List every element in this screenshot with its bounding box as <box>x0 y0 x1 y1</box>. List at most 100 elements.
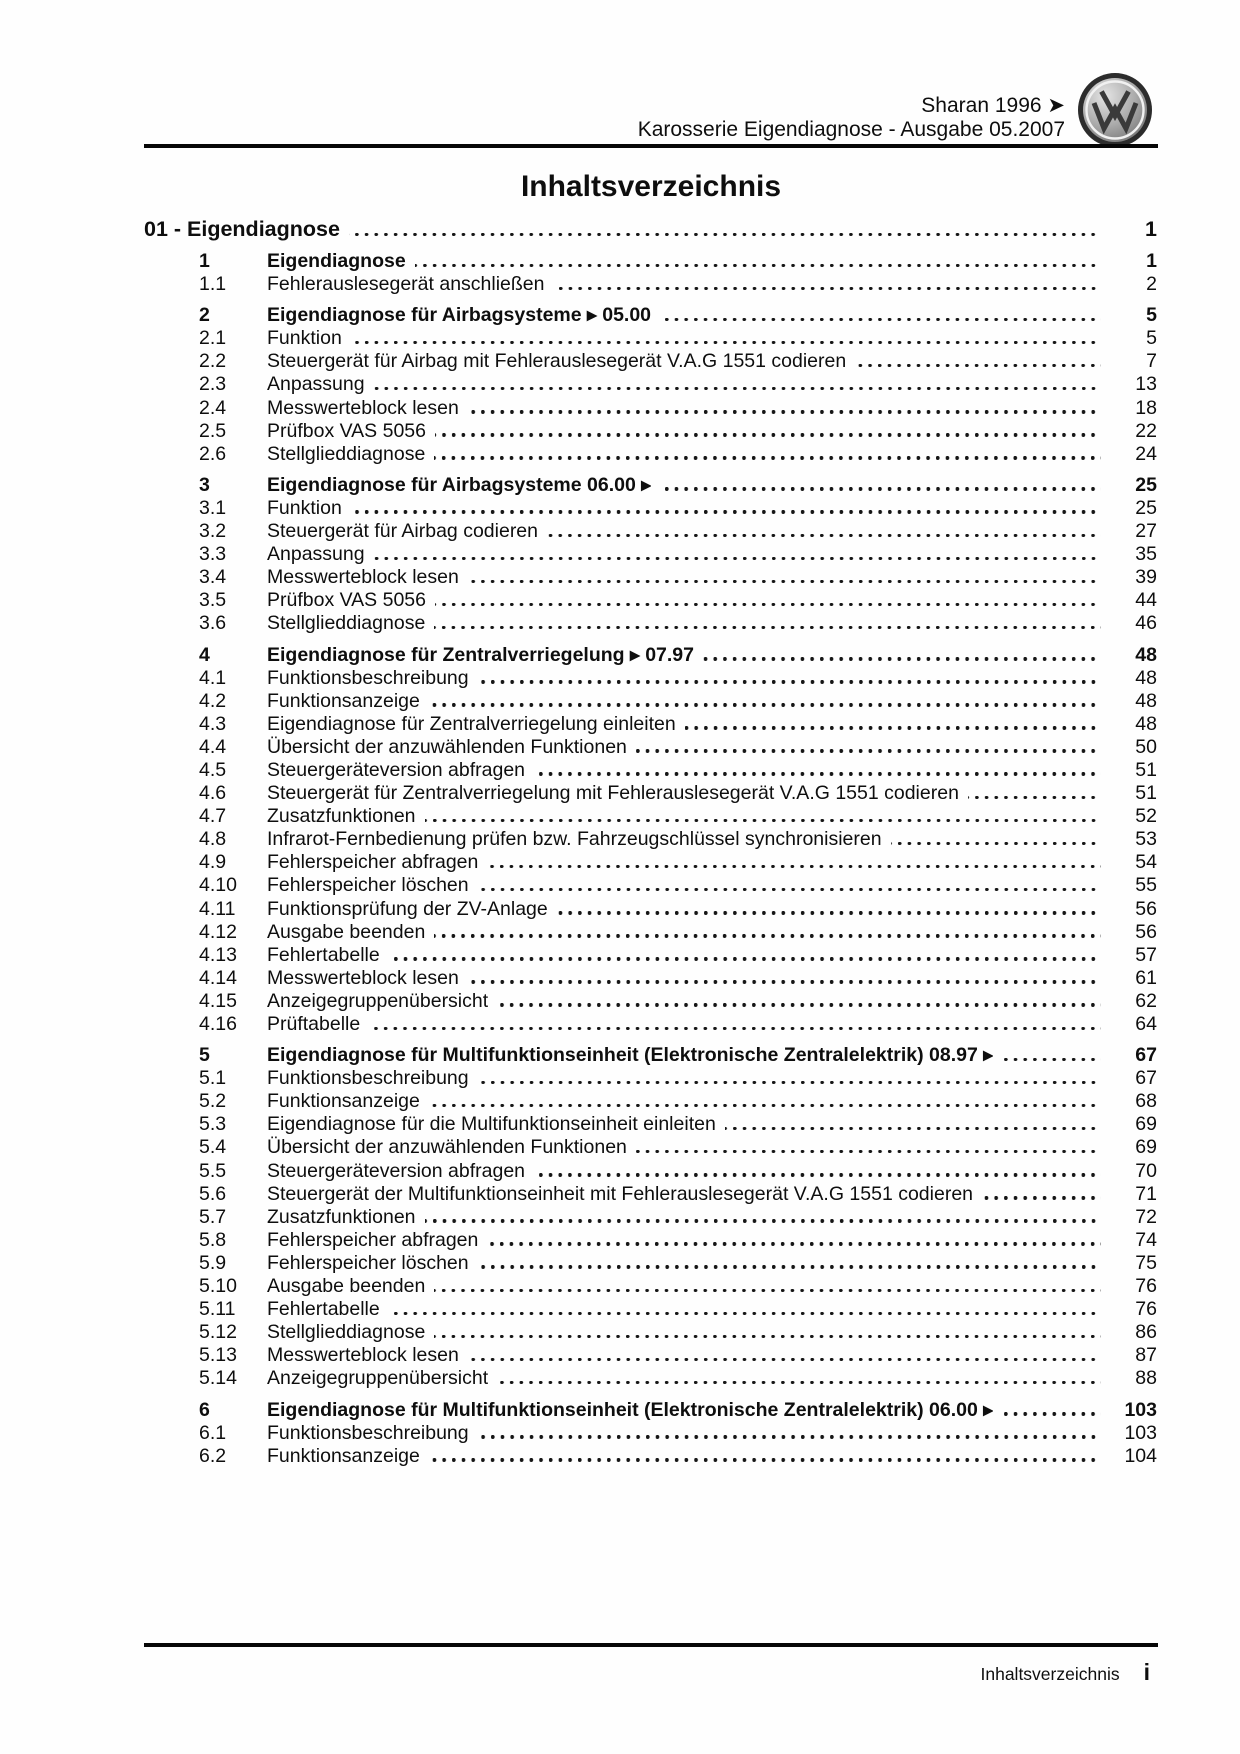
toc-entry-title: Eigendiagnose für Zentralverriegelung ▸ … <box>267 643 694 666</box>
toc-row: 1 Eigendiagnose 1 <box>144 250 1157 273</box>
toc-entry-number: 1.1 <box>199 273 227 296</box>
toc-entry-page: 46 <box>1135 612 1157 635</box>
toc-row: 3 Eigendiagnose für Airbagsysteme 06.00 … <box>144 474 1157 497</box>
toc-entry-number: 2.5 <box>199 419 227 442</box>
toc-entry-title: Fehlerspeicher abfragen <box>267 851 479 874</box>
toc-row: 6.1 Funktionsbeschreibung 103 <box>144 1422 1157 1445</box>
toc-row: 5.6 Steuergerät der Multifunktionseinhei… <box>144 1183 1157 1206</box>
toc-entry-page: 88 <box>1135 1367 1157 1390</box>
toc-entry-page: 56 <box>1135 897 1157 920</box>
toc-entry-page: 53 <box>1135 828 1157 851</box>
toc-row: 5.14 Anzeigegruppenübersicht 88 <box>144 1367 1157 1390</box>
toc-entry-page: 54 <box>1135 851 1157 874</box>
toc-entry-title: Steuergeräteversion abfragen <box>267 758 526 781</box>
dot-leader <box>435 602 1101 607</box>
toc-entry-title: Fehlerspeicher löschen <box>267 1251 469 1274</box>
toc-entry-number: 4 <box>199 643 210 666</box>
dot-leader <box>477 1080 1101 1085</box>
footer-section-label: Inhaltsverzeichnis <box>980 1664 1120 1684</box>
toc-entry-page: 74 <box>1135 1228 1157 1251</box>
header-model-line: Sharan 1996 ➤ <box>921 94 1065 117</box>
toc-entry-title: Messwerteblock lesen <box>267 1344 459 1367</box>
toc-entry-number: 5.6 <box>199 1182 227 1205</box>
toc-entry-title: Zusatzfunktionen <box>267 1205 416 1228</box>
dot-leader <box>547 533 1101 538</box>
toc-entry-page: 18 <box>1135 396 1157 419</box>
toc-entry-number: 3 <box>199 473 210 496</box>
toc-entry-page: 5 <box>1146 304 1157 327</box>
dot-leader <box>967 795 1101 800</box>
toc-entry-title: Messwerteblock lesen <box>267 396 459 419</box>
toc-row: 3.3 Anpassung 35 <box>144 543 1157 566</box>
toc-entry-title: Fehlerspeicher abfragen <box>267 1228 479 1251</box>
toc-row: 5.3 Eigendiagnose für die Multifunktions… <box>144 1113 1157 1136</box>
toc-entry-number: 3.4 <box>199 566 227 589</box>
dot-leader <box>660 487 1101 491</box>
dot-leader <box>534 772 1101 776</box>
toc-entry-title: Funktionsanzeige <box>267 689 420 712</box>
toc-row: 5.4 Übersicht der anzuwählenden Funktion… <box>144 1136 1157 1159</box>
toc-row: 2.3 Anpassung 13 <box>144 373 1157 396</box>
toc-entry-page: 69 <box>1135 1136 1157 1159</box>
toc-entry-page: 27 <box>1135 520 1157 543</box>
toc-entry-page: 1 <box>1145 217 1157 241</box>
toc-entry-number: 4.11 <box>199 897 236 920</box>
toc-entry-number: 5.11 <box>199 1298 236 1321</box>
dot-leader <box>684 726 1101 730</box>
toc-entry-title: Steuergerät für Zentralverriegelung mit … <box>267 782 959 805</box>
toc-entry-page: 75 <box>1135 1251 1157 1274</box>
dot-leader <box>435 433 1101 437</box>
toc-entry-title: Fehlerauslesegerät anschließen <box>267 273 545 296</box>
toc-entry-page: 67 <box>1135 1067 1157 1090</box>
toc-entry-number: 4.15 <box>199 989 237 1012</box>
toc-row: 6.2 Funktionsanzeige 104 <box>144 1445 1157 1468</box>
toc-entry-number: 4.16 <box>199 1013 237 1035</box>
toc-entry-number: 4.8 <box>199 828 227 851</box>
toc-entry-title: Eigendiagnose für Multifunktionseinheit … <box>267 1398 994 1421</box>
toc-entry-title: Funktionsbeschreibung <box>267 1067 469 1090</box>
toc-entry-number: 6.1 <box>199 1421 227 1444</box>
dot-leader <box>428 703 1101 707</box>
vw-logo-icon <box>1078 73 1152 147</box>
toc-entry-title: Übersicht der anzuwählenden Funktionen <box>267 735 627 758</box>
toc-row: 4.8 Infrarot-Fernbedienung prüfen bzw. F… <box>144 828 1157 851</box>
toc-entry-number: 4.9 <box>199 851 227 874</box>
toc-row: 4.10 Fehlerspeicher löschen 55 <box>144 874 1157 897</box>
toc-row: 2.1 Funktion 5 <box>144 327 1157 350</box>
dot-leader <box>553 286 1101 291</box>
dot-leader <box>477 1265 1101 1269</box>
dot-leader <box>534 1173 1101 1177</box>
dot-leader <box>434 1288 1101 1293</box>
toc-entry-title: Fehlertabelle <box>267 943 380 966</box>
toc-row: 5 Eigendiagnose für Multifunktionseinhei… <box>144 1044 1157 1067</box>
toc-entry-number: 4.13 <box>199 943 237 966</box>
toc-row: 4.4 Übersicht der anzuwählenden Funktion… <box>144 736 1157 759</box>
toc-entry-page: 48 <box>1135 689 1157 712</box>
toc-entry-title: Funktionsbeschreibung <box>267 1421 469 1444</box>
toc-entry-number: 4.14 <box>199 966 237 989</box>
toc-row: 5.5 Steuergeräteversion abfragen 70 <box>144 1160 1157 1183</box>
dot-leader <box>497 1003 1101 1007</box>
dot-leader <box>369 1026 1101 1030</box>
toc-entry-number: 2.3 <box>199 373 227 396</box>
toc-entry-page: 70 <box>1135 1159 1157 1182</box>
toc-entry-title: Ausgabe beenden <box>267 920 426 943</box>
toc-entry-title: Funktionsprüfung der ZV-Anlage <box>267 897 548 920</box>
dot-leader <box>350 510 1101 514</box>
toc-entry-number: 5.5 <box>199 1159 227 1182</box>
toc-entry-number: 5.14 <box>199 1367 237 1390</box>
toc-entry-page: 103 <box>1124 1421 1157 1444</box>
dot-leader <box>982 1196 1101 1200</box>
toc-row: 4.15 Anzeigegruppenübersicht 62 <box>144 990 1157 1013</box>
toc-entry-title: Steuergerät für Airbag mit Fehlerauslese… <box>267 350 847 373</box>
toc-entry-number: 5.12 <box>199 1321 237 1344</box>
toc-row: 5.2 Funktionsanzeige 68 <box>144 1090 1157 1113</box>
toc-entry-title: Eigendiagnose für Airbagsysteme 06.00 ▸ <box>267 473 652 496</box>
toc-row: 2.2 Steuergerät für Airbag mit Fehleraus… <box>144 350 1157 373</box>
toc-row: 2.4 Messwerteblock lesen 18 <box>144 397 1157 420</box>
header-doc-line: Karosserie Eigendiagnose - Ausgabe 05.20… <box>637 118 1065 141</box>
toc-entry-title: Funktionsanzeige <box>267 1090 420 1113</box>
toc-entry-page: 64 <box>1135 1013 1157 1035</box>
toc-entry-page: 52 <box>1135 805 1157 828</box>
dot-leader <box>1002 1057 1101 1062</box>
